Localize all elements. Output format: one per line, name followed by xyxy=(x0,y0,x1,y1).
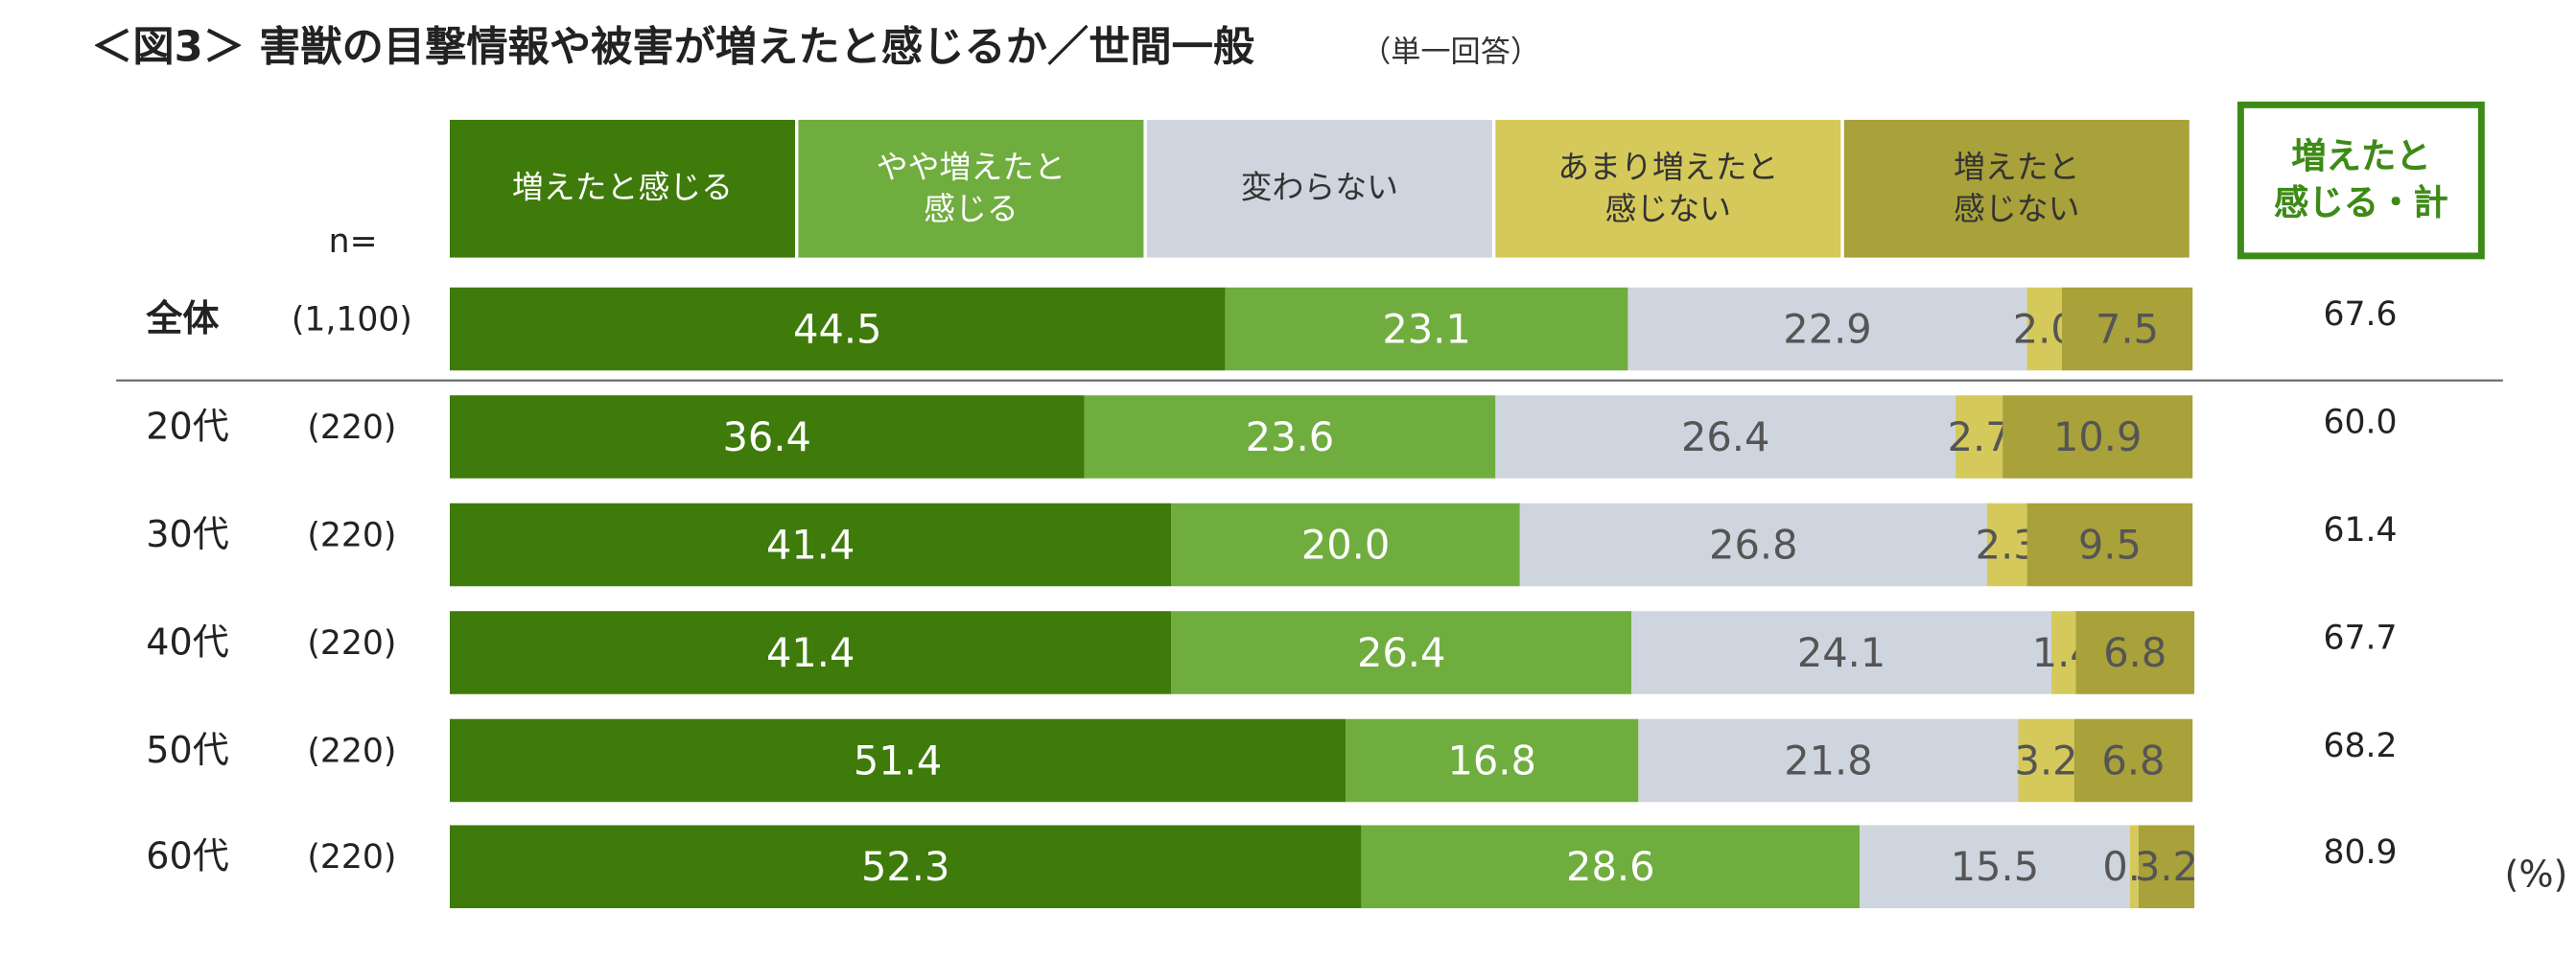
value-label: 21.8 xyxy=(1784,737,1872,784)
bar-segment xyxy=(450,825,1362,909)
bar-segment xyxy=(1519,503,1987,587)
total-label: 67.6 xyxy=(2323,295,2397,334)
bar-segment xyxy=(1955,395,2003,479)
totals-header: 増えたと 感じる・計 xyxy=(2274,136,2448,222)
value-label: 6.8 xyxy=(2103,629,2166,676)
bar-segment xyxy=(2061,287,2193,371)
value-label: 23.6 xyxy=(1246,413,1334,460)
legend-swatch xyxy=(450,119,795,258)
value-label: 10.9 xyxy=(2053,413,2142,460)
bar-segment xyxy=(1171,611,1632,694)
bar-segment xyxy=(450,611,1172,694)
bar-segment xyxy=(450,287,1226,371)
value-label: 20.0 xyxy=(1301,521,1390,568)
value-label: 23.1 xyxy=(1382,305,1470,352)
legend-item: 増えたと感じる xyxy=(511,170,734,207)
category-label: 40代 xyxy=(146,620,229,663)
total-label: 80.9 xyxy=(2323,833,2397,872)
value-label: 26.8 xyxy=(1709,521,1797,568)
n-value: (1,100) xyxy=(292,300,412,339)
category-label: 全体 xyxy=(145,297,219,340)
bar-segment xyxy=(2138,825,2195,909)
chart-title: ＜図3＞ 害獣の目撃情報や被害が増えたと感じるか／世間一般 xyxy=(91,24,1254,72)
total-label: 68.2 xyxy=(2323,727,2397,765)
bar-segment xyxy=(1171,503,1520,587)
bar-segment xyxy=(2129,825,2139,909)
value-label: 6.8 xyxy=(2101,737,2165,784)
value-label: 7.5 xyxy=(2096,305,2159,352)
n-value: (220) xyxy=(307,838,396,877)
bar-segment xyxy=(1346,718,1639,803)
value-label: 22.9 xyxy=(1783,305,1871,352)
bar-segment xyxy=(2002,395,2193,479)
bar-segment xyxy=(1638,718,2019,803)
bar-segment xyxy=(2051,611,2076,694)
value-label: 3.2 xyxy=(2135,843,2198,890)
legend-label: 変わらない xyxy=(1240,170,1399,207)
value-label: 26.4 xyxy=(1357,629,1445,676)
legend-label: あまり増えたと 感じない xyxy=(1557,149,1779,227)
bar-segment xyxy=(450,718,1347,803)
bar-segment xyxy=(1495,395,1956,479)
bar-segment xyxy=(1631,611,2052,694)
category-label: 60代 xyxy=(146,835,229,878)
total-label: 60.0 xyxy=(2323,404,2397,442)
category-label: 30代 xyxy=(146,513,229,555)
total-label: 67.7 xyxy=(2323,620,2397,658)
value-label: 41.4 xyxy=(766,629,855,676)
legend-swatch xyxy=(798,119,1144,258)
bar-segment xyxy=(1225,287,1628,371)
bar-segment xyxy=(2026,503,2193,587)
value-label: 28.6 xyxy=(1566,843,1654,890)
bar-segment xyxy=(450,503,1172,587)
legend-label: 増えたと感じる xyxy=(511,170,734,207)
legend-label: 増えたと 感じない xyxy=(1953,149,2080,227)
bar-segment xyxy=(2026,287,2062,371)
legend-swatch xyxy=(1495,119,1841,258)
value-label: 44.5 xyxy=(793,305,881,352)
legend-item: 変わらない xyxy=(1240,170,1399,207)
legend-item: 増えたと 感じない xyxy=(1953,149,2080,227)
value-label: 15.5 xyxy=(1951,843,2039,890)
value-label: 3.2 xyxy=(2015,737,2078,784)
value-label: 24.1 xyxy=(1797,629,1885,676)
totals-header-text: 増えたと 感じる・計 xyxy=(2274,136,2448,222)
n-value: (220) xyxy=(307,516,396,554)
category-label: 50代 xyxy=(146,729,229,771)
value-label: 2.7 xyxy=(1948,413,2011,460)
bar-segment xyxy=(1361,825,1861,909)
legend-item: あまり増えたと 感じない xyxy=(1557,149,1779,227)
bar-segment xyxy=(2075,611,2195,694)
category-label: 20代 xyxy=(146,405,229,447)
chart-subtitle: （単一回答） xyxy=(1361,35,1540,70)
n-value: (220) xyxy=(307,409,396,447)
total-label: 61.4 xyxy=(2323,511,2397,550)
legend-label: やや増えたと 感じる xyxy=(876,149,1066,227)
bar-segment xyxy=(1986,503,2027,587)
n-value: (220) xyxy=(307,624,396,663)
value-label: 9.5 xyxy=(2078,521,2142,568)
totals-header-box xyxy=(2236,101,2485,260)
value-label: 41.4 xyxy=(766,521,855,568)
legend-swatch xyxy=(1843,119,2190,258)
value-label: 16.8 xyxy=(1447,737,1535,784)
bar-segment xyxy=(2018,718,2074,803)
bar-segment xyxy=(450,395,1085,479)
legend-swatch xyxy=(1146,119,1492,258)
unit-label: (%) xyxy=(2505,854,2568,896)
n-label: n= xyxy=(329,222,378,261)
value-label: 26.4 xyxy=(1681,413,1769,460)
bar-segment xyxy=(2073,718,2193,803)
value-label: 52.3 xyxy=(861,843,949,890)
n-value: (220) xyxy=(307,732,396,770)
bar-segment xyxy=(1084,395,1496,479)
value-label: 36.4 xyxy=(723,413,811,460)
legend-item: やや増えたと 感じる xyxy=(876,149,1066,227)
bar-segment xyxy=(1628,287,2027,371)
value-label: 51.4 xyxy=(854,737,942,784)
bar-segment xyxy=(1860,825,2130,909)
